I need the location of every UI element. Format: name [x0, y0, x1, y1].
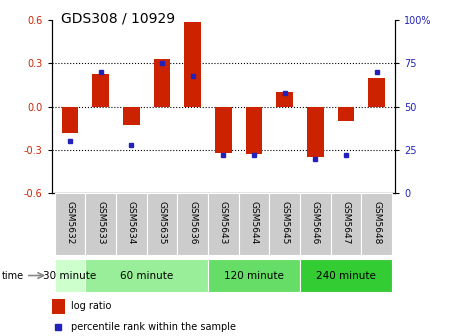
Bar	[208, 193, 239, 255]
Bar	[361, 193, 392, 255]
Bar	[52, 298, 65, 314]
Bar	[239, 193, 269, 255]
Text: GSM5644: GSM5644	[250, 201, 259, 245]
Text: GDS308 / 10929: GDS308 / 10929	[61, 12, 175, 26]
Text: percentile rank within the sample: percentile rank within the sample	[70, 322, 236, 332]
Bar	[246, 107, 263, 154]
Text: GSM5636: GSM5636	[188, 201, 197, 245]
Text: 120 minute: 120 minute	[224, 270, 284, 281]
Bar	[55, 193, 85, 255]
Text: log ratio: log ratio	[70, 301, 111, 311]
Bar	[177, 193, 208, 255]
Bar	[338, 107, 354, 121]
Text: 30 minute: 30 minute	[44, 270, 97, 281]
Bar	[85, 259, 208, 292]
Bar	[55, 259, 85, 292]
Bar	[116, 193, 147, 255]
Bar	[300, 259, 392, 292]
Bar	[300, 193, 331, 255]
Bar	[62, 107, 79, 133]
Bar	[154, 59, 171, 107]
Text: GSM5648: GSM5648	[372, 201, 381, 245]
Bar	[307, 107, 324, 157]
Text: GSM5646: GSM5646	[311, 201, 320, 245]
Text: time: time	[2, 270, 24, 281]
Bar	[331, 193, 361, 255]
Bar	[368, 78, 385, 107]
Text: GSM5647: GSM5647	[342, 201, 351, 245]
Bar	[208, 259, 300, 292]
Bar	[184, 22, 201, 107]
Bar	[276, 92, 293, 107]
Bar	[85, 193, 116, 255]
Text: GSM5633: GSM5633	[96, 201, 105, 245]
Text: GSM5634: GSM5634	[127, 201, 136, 245]
Bar	[123, 107, 140, 125]
Text: GSM5635: GSM5635	[158, 201, 167, 245]
Text: 240 minute: 240 minute	[316, 270, 376, 281]
Text: GSM5645: GSM5645	[280, 201, 289, 245]
Text: 60 minute: 60 minute	[120, 270, 173, 281]
Text: GSM5632: GSM5632	[66, 201, 75, 245]
Bar	[269, 193, 300, 255]
Bar	[147, 193, 177, 255]
Text: GSM5643: GSM5643	[219, 201, 228, 245]
Bar	[92, 74, 109, 107]
Bar	[215, 107, 232, 153]
